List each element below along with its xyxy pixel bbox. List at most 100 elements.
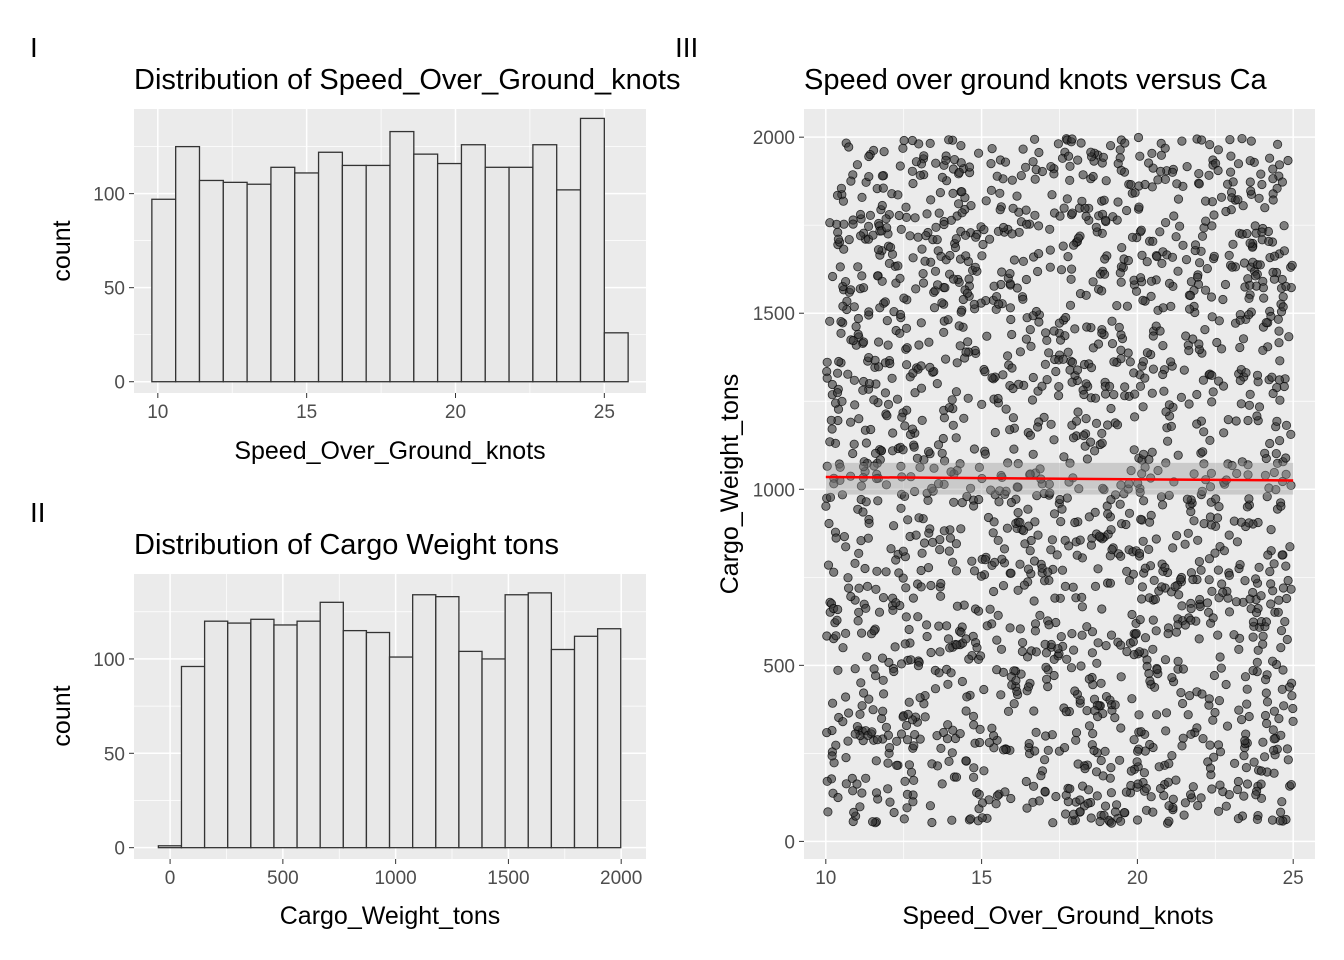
scatter-point: [1193, 279, 1204, 289]
scatter-point: [927, 483, 937, 493]
scatter-point: [825, 316, 835, 326]
scatter-point: [1178, 698, 1188, 709]
scatter-point: [1270, 251, 1280, 261]
scatter-point: [843, 369, 853, 379]
scatter-point: [1173, 656, 1183, 666]
scatter-point: [1152, 251, 1162, 262]
scatter-point: [1030, 517, 1040, 527]
scatter-point: [1275, 816, 1285, 826]
scatter-point: [1112, 215, 1122, 225]
y-axis-ticks-iii: 0 500 1000 1500 2000: [753, 128, 804, 853]
scatter-point: [1163, 777, 1173, 787]
scatter-point: [1242, 779, 1253, 789]
scatter-point: [1224, 607, 1235, 617]
scatter-point: [1015, 624, 1025, 634]
scatter-point: [915, 170, 925, 180]
scatter-point: [837, 490, 848, 500]
scatter-point: [1060, 742, 1070, 753]
scatter-point: [1163, 436, 1173, 446]
scatter-point: [1097, 428, 1107, 438]
scatter-point: [1124, 508, 1135, 518]
scatter-point: [1161, 218, 1171, 228]
scatter-point: [979, 684, 989, 695]
x-tick-label: 1000: [374, 868, 416, 889]
scatter-point: [1007, 229, 1017, 239]
scatter-point: [925, 801, 936, 811]
scatter-point: [1115, 268, 1125, 278]
scatter-point: [877, 653, 888, 663]
scatter-point: [913, 232, 923, 242]
scatter-point: [1001, 404, 1011, 414]
scatter-point: [1029, 596, 1039, 606]
scatter-point: [1135, 381, 1146, 391]
y-axis-ticks-i: 0 50 100: [93, 185, 134, 394]
scatter-point: [1236, 517, 1247, 527]
scatter-point: [843, 708, 854, 718]
scatter-point: [1251, 607, 1262, 618]
scatter-point: [1189, 469, 1199, 479]
histogram-bar: [203, 620, 229, 849]
scatter-point: [884, 258, 895, 268]
scatter-point: [1086, 147, 1096, 157]
scatter-point: [1126, 180, 1136, 190]
scatter-point: [1225, 135, 1235, 145]
scatter-point: [1003, 706, 1014, 717]
scatter-point: [944, 403, 954, 413]
scatter-point: [1146, 291, 1156, 301]
scatter-point: [1163, 629, 1173, 639]
scatter-point: [932, 235, 942, 245]
scatter-point: [838, 716, 848, 727]
scatter-point: [1276, 642, 1286, 653]
scatter-point: [856, 535, 866, 546]
scatter-point: [1067, 264, 1077, 274]
scatter-point: [889, 666, 899, 677]
scatter-point: [827, 379, 838, 390]
scatter-point: [956, 141, 966, 151]
scatter-point: [1215, 780, 1225, 790]
scatter-point: [1224, 570, 1235, 581]
scatter-point: [858, 283, 869, 293]
scatter-point: [843, 736, 853, 746]
scatter-point: [1242, 502, 1253, 512]
scatter-point: [1160, 655, 1171, 665]
scatter-point: [1260, 710, 1271, 721]
scatter-point: [941, 621, 952, 631]
scatter-point: [921, 620, 932, 630]
scatter-point: [866, 424, 876, 435]
scatter-point: [1045, 488, 1055, 498]
scatter-point: [1134, 202, 1144, 212]
scatter-point: [945, 250, 955, 261]
scatter-point: [1207, 397, 1217, 407]
scatter-point: [1244, 310, 1254, 320]
scatter-point: [1277, 177, 1288, 187]
scatter-point: [1166, 357, 1176, 367]
scatter-point: [895, 273, 905, 283]
scatter-point: [1233, 195, 1243, 205]
scatter-point: [850, 558, 860, 569]
scatter-point: [913, 612, 923, 622]
scatter-point: [1252, 814, 1263, 825]
scatter-point: [910, 388, 920, 398]
scatter-point: [969, 763, 979, 773]
scatter-point: [919, 538, 930, 548]
scatter-point: [1276, 730, 1286, 740]
scatter-point: [962, 491, 972, 502]
scatter-point: [901, 323, 912, 333]
scatter-point: [884, 657, 894, 668]
scatter-point: [1006, 314, 1016, 325]
scatter-points: [821, 132, 1298, 828]
scatter-point: [822, 357, 832, 367]
histogram-bar: [573, 635, 599, 849]
scatter-point: [848, 786, 858, 796]
scatter-point: [1028, 157, 1038, 167]
scatter-point: [1196, 565, 1206, 575]
scatter-point: [1041, 662, 1051, 672]
scatter-point: [937, 448, 947, 458]
scatter-point: [977, 813, 987, 823]
scatter-point: [1048, 818, 1058, 828]
scatter-point: [836, 316, 846, 327]
histogram-bar: [319, 601, 344, 849]
scatter-point: [928, 537, 938, 548]
y-tick-label: 1500: [753, 304, 795, 325]
scatter-point: [1218, 381, 1229, 391]
